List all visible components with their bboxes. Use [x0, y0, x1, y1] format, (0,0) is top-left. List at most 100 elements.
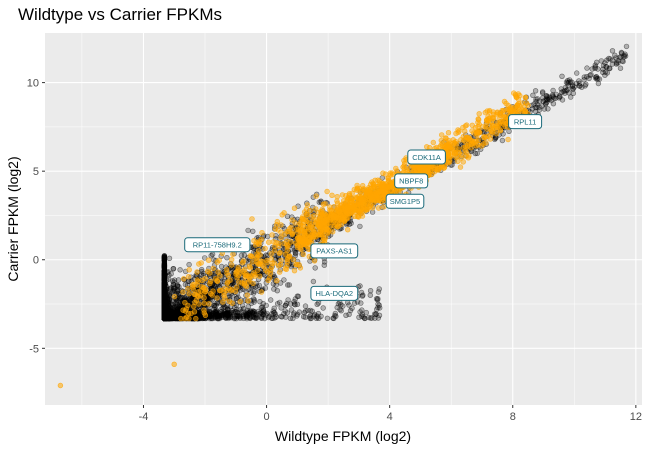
point	[613, 55, 619, 61]
point	[586, 75, 592, 82]
point	[349, 190, 355, 197]
point	[544, 94, 551, 100]
x-tick-label: -4	[139, 411, 149, 423]
point	[237, 298, 243, 305]
point	[445, 130, 452, 136]
point	[331, 315, 337, 322]
point	[354, 195, 360, 201]
point	[238, 252, 245, 259]
point	[298, 246, 304, 253]
point	[270, 239, 277, 245]
x-axis-ticks: -4 0 4 8 12	[139, 405, 642, 423]
gene-label-text: RP11-758H9.2	[193, 241, 242, 250]
point	[375, 205, 382, 211]
point	[332, 310, 338, 317]
gene-label-text: PAXS-AS1	[316, 247, 352, 256]
point	[288, 224, 294, 231]
point	[484, 126, 490, 132]
point	[367, 188, 373, 195]
point	[367, 292, 373, 298]
point	[181, 294, 188, 301]
point	[192, 299, 198, 306]
point	[461, 137, 467, 143]
point	[481, 134, 487, 140]
point	[203, 286, 209, 292]
point	[285, 282, 291, 288]
point	[284, 228, 290, 235]
point	[523, 100, 530, 106]
point	[256, 261, 262, 268]
point	[268, 256, 275, 262]
point	[225, 272, 232, 279]
point	[357, 283, 363, 289]
point	[258, 313, 265, 320]
point	[530, 92, 536, 99]
point	[231, 315, 238, 321]
point	[319, 217, 325, 223]
point	[367, 194, 374, 201]
point	[313, 206, 319, 212]
point	[194, 269, 200, 275]
point	[366, 314, 372, 321]
point	[166, 255, 173, 261]
gene-label: HLA-DQA2	[310, 285, 359, 301]
point	[335, 217, 342, 224]
point	[189, 284, 196, 290]
point	[212, 276, 219, 282]
point	[499, 137, 506, 144]
point	[604, 70, 610, 76]
point	[201, 300, 208, 306]
point	[584, 65, 590, 71]
point	[247, 274, 253, 281]
point	[496, 116, 502, 123]
point	[503, 100, 509, 107]
point	[464, 144, 470, 150]
point	[307, 258, 313, 264]
point	[244, 292, 251, 298]
point	[576, 78, 582, 84]
point	[327, 223, 333, 230]
point	[249, 216, 255, 222]
point	[564, 87, 570, 93]
point	[180, 307, 186, 313]
point	[345, 214, 351, 221]
point	[272, 315, 278, 321]
point	[432, 166, 439, 173]
point	[375, 296, 381, 302]
point	[505, 136, 511, 143]
point	[299, 232, 306, 238]
outlier-point	[57, 382, 64, 389]
point	[373, 311, 379, 317]
point	[245, 298, 251, 304]
point	[593, 74, 599, 80]
point	[375, 289, 382, 295]
point	[206, 301, 212, 307]
point	[188, 310, 194, 317]
point	[229, 256, 235, 263]
point	[274, 218, 280, 225]
point	[182, 299, 188, 306]
point	[266, 313, 272, 319]
point	[207, 280, 213, 287]
point	[579, 84, 585, 90]
point	[234, 284, 240, 290]
point	[266, 239, 272, 245]
point	[286, 253, 293, 259]
point	[324, 188, 330, 195]
point	[613, 61, 620, 67]
point	[595, 80, 602, 87]
point	[334, 224, 340, 230]
point	[490, 115, 496, 121]
point	[212, 309, 219, 315]
point	[466, 135, 473, 141]
point	[284, 213, 291, 220]
point	[307, 315, 313, 322]
point	[240, 258, 247, 264]
point	[289, 231, 295, 237]
point	[346, 221, 353, 228]
point	[297, 223, 304, 229]
point	[443, 135, 449, 142]
point	[334, 304, 340, 311]
point	[224, 267, 230, 273]
